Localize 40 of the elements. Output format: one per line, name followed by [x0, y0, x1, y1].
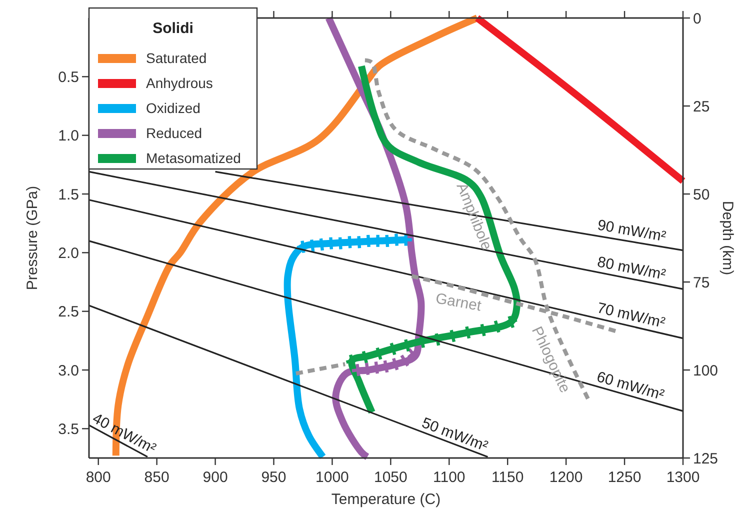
- y-tick-label: 2.5: [58, 304, 79, 321]
- annotation: 70 mW/m²: [595, 300, 667, 332]
- y2-axis-title: Depth (km): [719, 200, 736, 276]
- x-axis-title: Temperature (C): [331, 491, 441, 508]
- legend-label: Saturated: [146, 50, 207, 66]
- legend-label: Reduced: [146, 124, 202, 141]
- annotation: Garnet: [434, 290, 484, 315]
- x-tick-label: 1250: [608, 469, 642, 486]
- x-tick-label: 850: [144, 469, 170, 486]
- annotation: 50 mW/m²: [419, 414, 490, 456]
- y-tick-label: 3.0: [58, 362, 79, 380]
- annotation: 60 mW/m²: [594, 368, 666, 404]
- point: [398, 354, 411, 367]
- y-tick-label: 0.5: [58, 68, 79, 86]
- legend-label: Oxidized: [146, 100, 200, 116]
- y-tick-label: 3.5: [58, 420, 79, 438]
- y2-tick-label: 25: [693, 98, 710, 116]
- y2-tick-label: 75: [693, 274, 710, 292]
- y-tick-label: 1.0: [58, 128, 79, 145]
- legend-label: Anhydrous: [146, 74, 213, 91]
- y2-tick-label: 50: [693, 186, 710, 204]
- x-tick-label: 1150: [491, 469, 524, 486]
- legend-title: Solidi: [152, 20, 194, 37]
- annotation: 90 mW/m²: [596, 216, 668, 246]
- x-tick-label: 800: [86, 469, 111, 486]
- x-tick-label: 1050: [374, 469, 408, 486]
- x-tick-label: 1000: [316, 469, 349, 486]
- y-axis-title: Pressure (GPa): [24, 186, 41, 290]
- legend-label: Metasomatized: [146, 150, 241, 166]
- annotation: 80 mW/m²: [596, 254, 668, 284]
- y2-tick-label: 125: [693, 450, 718, 468]
- x-tick-label: 950: [261, 469, 286, 486]
- y-tick-label: 2.0: [58, 244, 79, 262]
- y2-tick-label: 100: [693, 362, 718, 380]
- x-tick-label: 1200: [549, 469, 583, 486]
- x-tick-label: 900: [202, 469, 228, 486]
- y-tick-label: 1.5: [58, 186, 79, 204]
- x-tick-label: 1300: [666, 469, 700, 486]
- y2-tick-label: 0: [693, 10, 702, 28]
- x-tick-label: 1100: [433, 469, 466, 486]
